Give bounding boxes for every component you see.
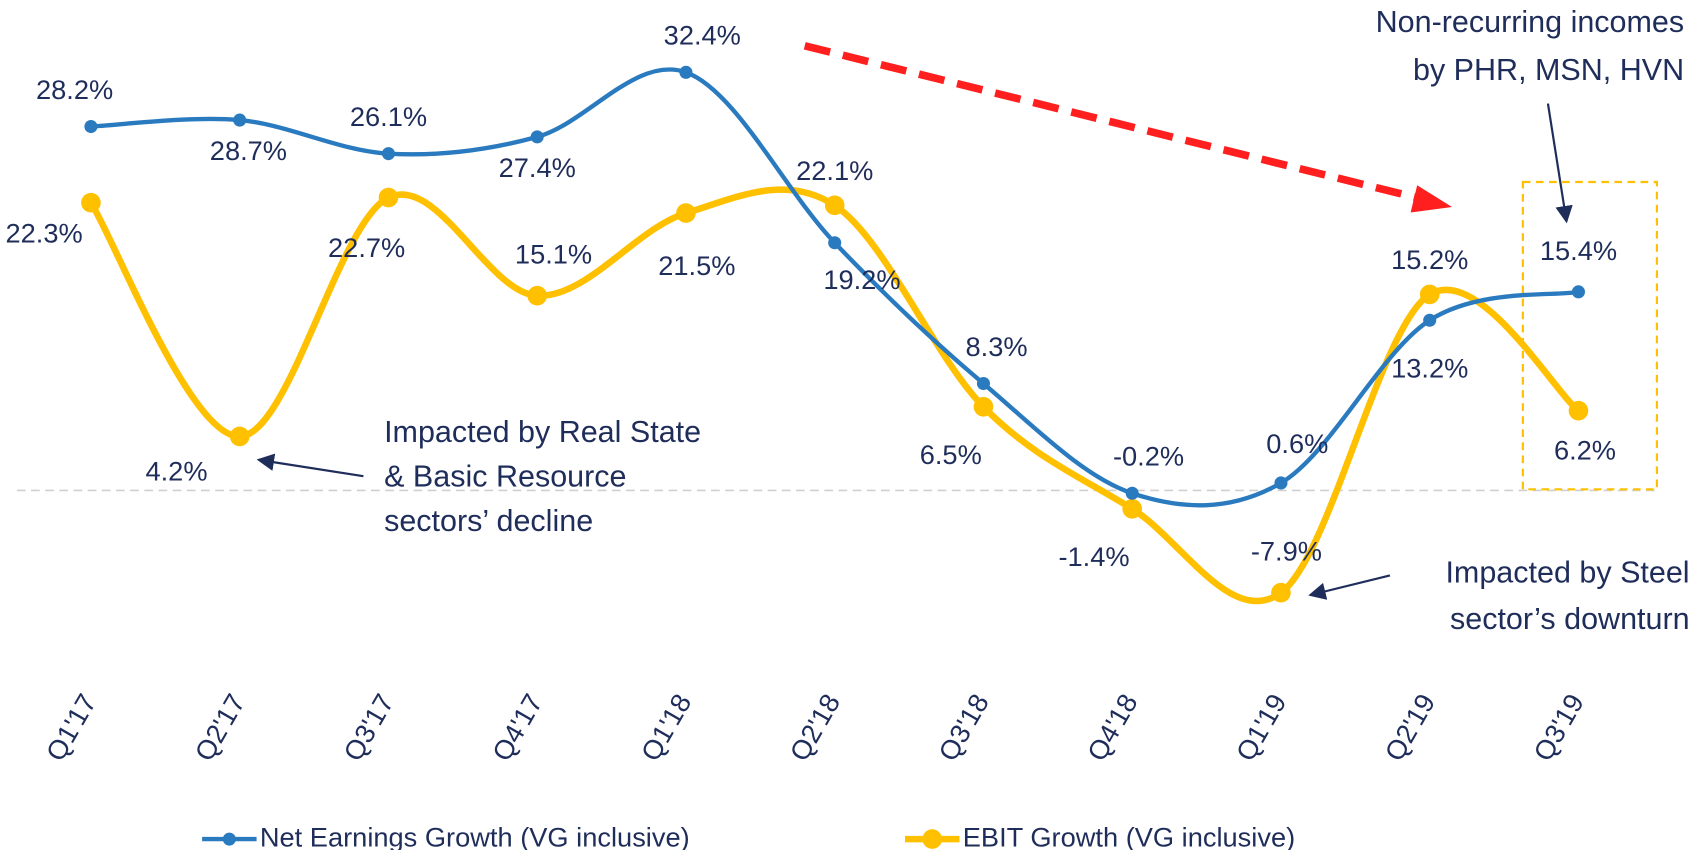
point bbox=[1419, 284, 1440, 305]
data-label: 15.1% bbox=[515, 239, 592, 270]
point bbox=[679, 65, 693, 79]
data-label: 22.3% bbox=[5, 218, 82, 249]
data-label: 28.2% bbox=[36, 74, 113, 105]
point bbox=[527, 285, 548, 306]
point bbox=[676, 203, 696, 223]
point bbox=[1274, 476, 1288, 490]
legend-marker bbox=[922, 829, 943, 849]
data-label: 6.2% bbox=[1554, 434, 1616, 465]
data-label: -0.2% bbox=[1113, 441, 1184, 472]
point bbox=[1571, 285, 1585, 299]
legend-label: EBIT Growth (VG inclusive) bbox=[963, 821, 1295, 850]
series-line bbox=[88, 186, 1581, 605]
x-tick-label: Q2'19 bbox=[1378, 689, 1441, 767]
x-tick-label: Q2'17 bbox=[188, 689, 251, 767]
annotation: Impacted by Real State bbox=[384, 415, 701, 449]
data-label: 28.7% bbox=[210, 135, 287, 166]
data-label: -1.4% bbox=[1058, 541, 1129, 572]
point bbox=[81, 192, 101, 213]
point bbox=[976, 376, 990, 391]
point bbox=[84, 120, 98, 134]
x-tick-label: Q2'18 bbox=[783, 689, 846, 767]
x-tick-label: Q3'18 bbox=[932, 689, 995, 767]
point bbox=[1271, 582, 1291, 603]
annotation: Non-recurring incomes bbox=[1376, 5, 1685, 39]
data-label: 26.1% bbox=[350, 101, 427, 132]
point bbox=[229, 426, 250, 447]
point bbox=[1568, 400, 1589, 421]
point bbox=[973, 396, 994, 417]
annotation-arrow bbox=[1308, 574, 1391, 600]
x-tick-label: Q3'19 bbox=[1527, 689, 1590, 767]
highlight-box bbox=[1521, 180, 1658, 491]
x-tick-label: Q1'17 bbox=[40, 689, 103, 767]
annotation: & Basic Resource bbox=[384, 459, 626, 493]
annotation-arrow bbox=[1546, 103, 1573, 224]
point bbox=[233, 113, 247, 127]
annotation: by PHR, MSN, HVN bbox=[1413, 53, 1684, 87]
data-label: -7.9% bbox=[1251, 536, 1322, 567]
data-label: 4.2% bbox=[145, 456, 207, 487]
x-tick-label: Q4'18 bbox=[1081, 689, 1144, 767]
data-label: 6.5% bbox=[920, 439, 982, 470]
point bbox=[378, 187, 399, 208]
annotation: sectors’ decline bbox=[384, 504, 593, 538]
data-label: 15.4% bbox=[1540, 235, 1617, 266]
data-label: 13.2% bbox=[1391, 353, 1468, 384]
point bbox=[824, 195, 845, 216]
point bbox=[381, 147, 395, 161]
data-label: 8.3% bbox=[965, 331, 1027, 362]
trend-arrow-head bbox=[1410, 185, 1453, 213]
x-tick-label: Q1'18 bbox=[635, 689, 698, 767]
annotation: sector’s downturn bbox=[1450, 602, 1690, 636]
data-label: 15.2% bbox=[1391, 244, 1468, 275]
data-label: 22.7% bbox=[328, 232, 405, 263]
point bbox=[828, 236, 842, 250]
trend-arrow bbox=[803, 42, 1429, 205]
data-label: 19.2% bbox=[823, 264, 900, 295]
data-label: 32.4% bbox=[664, 20, 741, 51]
legend-marker bbox=[222, 832, 236, 846]
data-label: 0.6% bbox=[1266, 428, 1328, 459]
data-label: 27.4% bbox=[499, 152, 576, 183]
annotation: Impacted by Steel bbox=[1445, 555, 1689, 589]
point bbox=[1423, 313, 1437, 327]
data-label: 22.1% bbox=[796, 155, 873, 186]
x-tick-label: Q3'17 bbox=[337, 689, 400, 767]
x-tick-label: Q1'19 bbox=[1230, 689, 1293, 767]
point bbox=[1125, 486, 1139, 500]
annotation-arrow bbox=[256, 453, 364, 478]
data-label: 21.5% bbox=[658, 250, 735, 281]
legend-label: Net Earnings Growth (VG inclusive) bbox=[260, 821, 690, 850]
point bbox=[1122, 498, 1143, 519]
point bbox=[530, 130, 544, 144]
x-tick-label: Q4'17 bbox=[486, 689, 549, 767]
